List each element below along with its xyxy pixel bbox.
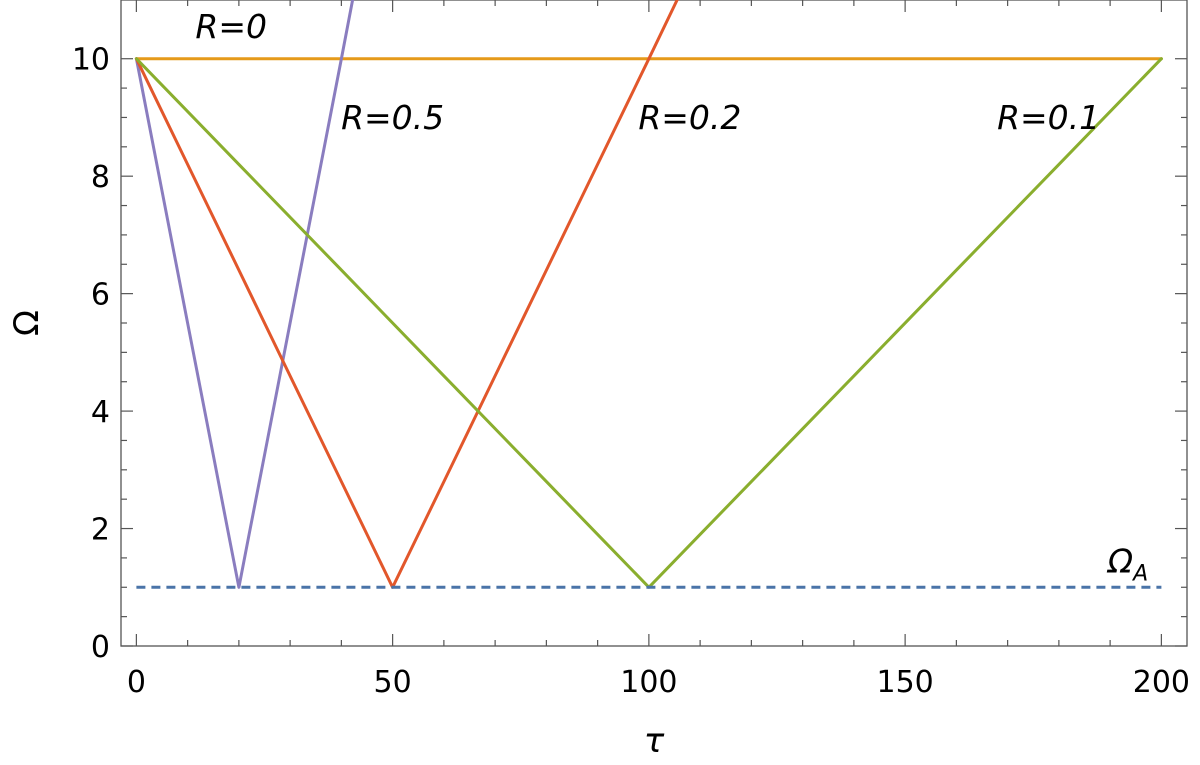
axis-ticks	[121, 0, 1187, 647]
x-tick-label: 200	[1133, 665, 1190, 700]
series-lines	[134, 0, 1163, 589]
y-axis-title: Ω	[7, 310, 47, 336]
series-label: R=0.5	[341, 98, 444, 137]
y-tick-label: 6	[91, 278, 110, 313]
series-label: ΩA	[1106, 542, 1148, 587]
series-line	[134, 0, 679, 589]
x-tick-label: 150	[876, 665, 933, 700]
x-tick-label: 100	[620, 665, 677, 700]
series-label: R=0	[195, 7, 267, 46]
series-label: R=0.2	[638, 98, 741, 137]
y-tick-label: 0	[91, 630, 110, 665]
series-label: R=0.1	[997, 98, 1100, 137]
annotations: R=0 R=0.5 R=0.2 R=0.1 ΩA	[195, 7, 1148, 586]
x-tick-label: 0	[127, 665, 146, 700]
y-tick-label: 10	[72, 43, 110, 78]
plot-frame	[120, 0, 1188, 647]
y-tick-label: 8	[91, 160, 110, 195]
tick-labels: 0 50 100 150 200 0 2 4 6 8 10	[72, 43, 1190, 700]
y-tick-label: 2	[91, 513, 110, 548]
x-tick-label: 50	[374, 665, 412, 700]
y-tick-label: 4	[91, 395, 110, 430]
x-axis-title: τ	[644, 721, 665, 761]
series-line	[134, 0, 355, 589]
